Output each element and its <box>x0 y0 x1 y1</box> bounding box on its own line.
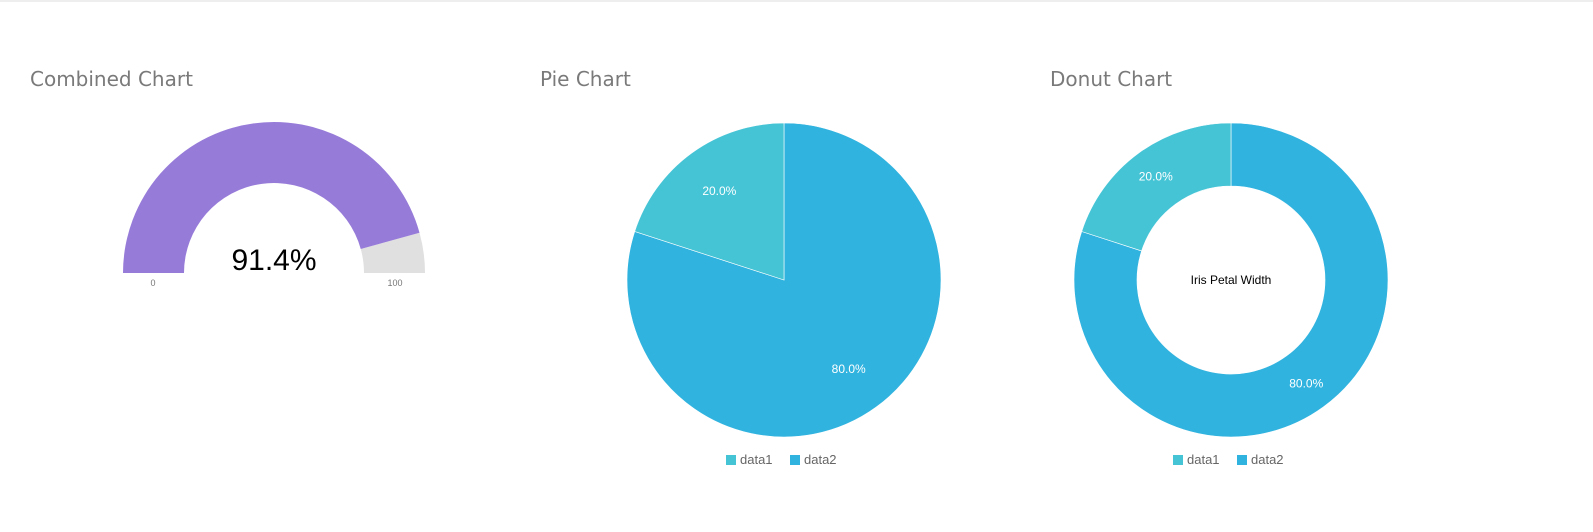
donut-slice-data1[interactable] <box>1081 122 1232 252</box>
pie-slice-data2[interactable] <box>626 122 942 438</box>
gauge-value-arc[interactable] <box>123 122 420 273</box>
pie-legend-label-data1[interactable]: data1 <box>740 452 773 467</box>
pie-legend-swatch-data1[interactable] <box>726 455 736 465</box>
combined-chart-title: Combined Chart <box>30 67 193 91</box>
donut-chart: Iris Petal Width 20.0% 80.0% data1 data2 <box>1073 122 1389 467</box>
donut-chart-title: Donut Chart <box>1050 67 1173 91</box>
donut-slice-data2[interactable] <box>1073 122 1389 438</box>
donut-slice-label-data1: 20.0% <box>1139 169 1173 183</box>
gauge-max-label: 100 <box>387 278 402 288</box>
pie-slice-data1[interactable] <box>634 122 785 281</box>
gauge-value-label: 91.4% <box>231 244 316 277</box>
top-divider <box>0 0 1593 2</box>
donut-center-title: Iris Petal Width <box>1191 273 1272 287</box>
gauge-track <box>360 232 425 273</box>
pie-chart-title: Pie Chart <box>540 67 631 91</box>
gauge-min-label: 0 <box>150 278 155 288</box>
donut-legend-label-data1[interactable]: data1 <box>1187 452 1220 467</box>
donut-legend-label-data2[interactable]: data2 <box>1251 452 1284 467</box>
pie-legend-swatch-data2[interactable] <box>790 455 800 465</box>
donut-legend-swatch-data2[interactable] <box>1237 455 1247 465</box>
pie-slice-label-data1: 20.0% <box>702 184 736 198</box>
pie-slice-label-data2: 80.0% <box>832 362 866 376</box>
donut-legend-swatch-data1[interactable] <box>1173 455 1183 465</box>
pie-legend-label-data2[interactable]: data2 <box>804 452 837 467</box>
gauge-chart: 91.4% 0 100 <box>123 122 425 288</box>
pie-chart: 20.0% 80.0% data1 data2 <box>626 122 942 467</box>
donut-slice-label-data2: 80.0% <box>1289 377 1323 391</box>
